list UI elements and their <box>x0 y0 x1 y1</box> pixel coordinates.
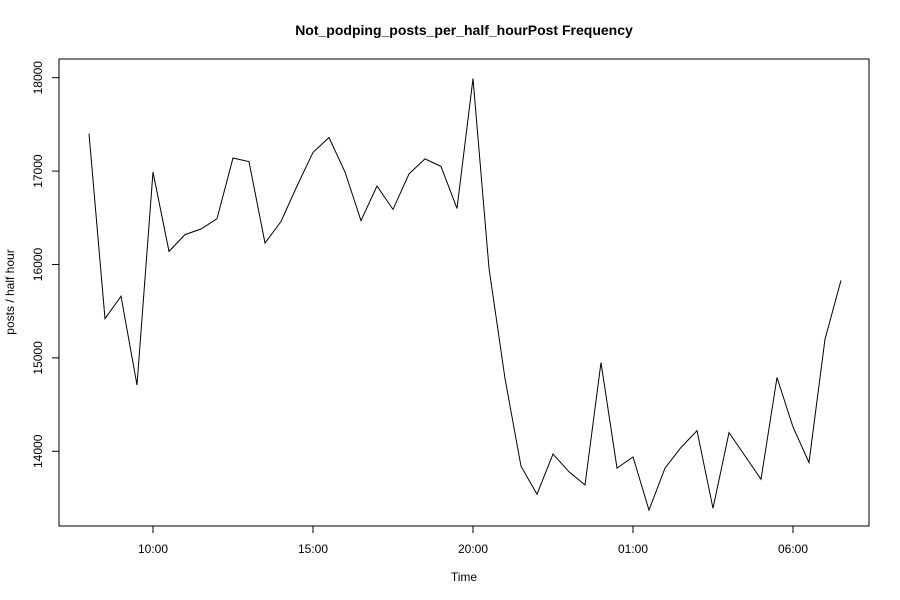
chart-title: Not_podping_posts_per_half_hourPost Freq… <box>295 22 633 38</box>
x-axis: 10:00 15:00 20:00 01:00 06:00 <box>138 526 808 556</box>
y-axis-label: posts / half hour <box>3 249 17 334</box>
y-tick-label: 16000 <box>31 247 45 281</box>
y-tick-label: 15000 <box>31 341 45 375</box>
series-layer <box>88 78 842 512</box>
series-line <box>88 78 842 512</box>
y-tick-label: 17000 <box>31 154 45 188</box>
x-tick-label: 06:00 <box>778 542 808 556</box>
y-tick-label: 14000 <box>31 434 45 468</box>
y-tick-label: 18000 <box>31 61 45 95</box>
plot-frame <box>58 58 870 527</box>
x-axis-label: Time <box>451 570 478 584</box>
y-axis: 14000 15000 16000 17000 18000 <box>31 61 59 468</box>
x-tick-label: 15:00 <box>298 542 328 556</box>
x-tick-label: 20:00 <box>458 542 488 556</box>
x-tick-label: 10:00 <box>138 542 168 556</box>
x-tick-label: 01:00 <box>618 542 648 556</box>
